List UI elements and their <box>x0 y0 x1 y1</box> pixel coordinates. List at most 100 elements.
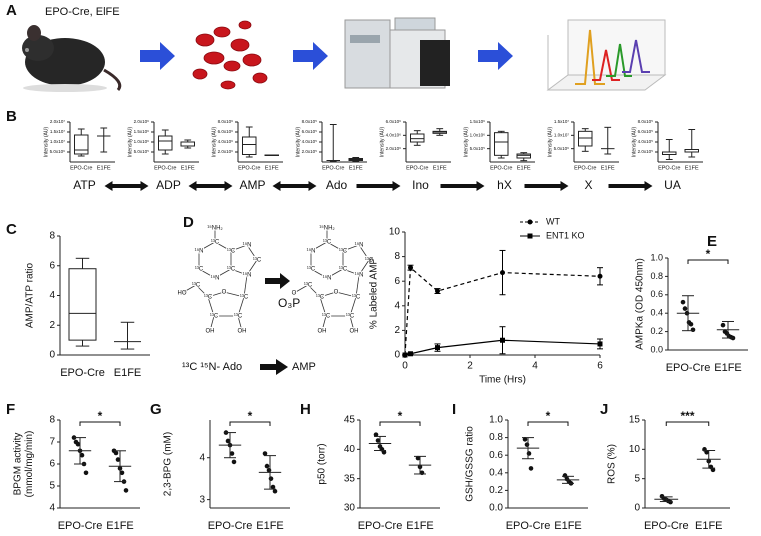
atom-label: O <box>292 291 297 297</box>
point <box>373 432 379 437</box>
blood-cells-image <box>192 20 268 90</box>
x-axis-label: Time (Hrs) <box>479 375 526 386</box>
point <box>500 270 505 276</box>
y-tick-label: 0 <box>394 350 400 361</box>
y-axis-label: Intensity (AU) <box>295 127 301 158</box>
significance-label: * <box>546 409 551 423</box>
metabolite-label: ADP <box>156 178 181 192</box>
significance-label: *** <box>680 409 694 423</box>
bond <box>230 244 248 252</box>
y-axis-label: (mmol/mg/min) <box>24 431 35 498</box>
bond <box>207 291 225 298</box>
point <box>115 457 121 462</box>
y-tick-label: 0.2 <box>650 326 663 336</box>
point <box>119 470 125 476</box>
box <box>410 133 425 143</box>
atom-label: ¹⁵N <box>243 242 252 249</box>
y-tick-label: 7 <box>49 437 55 448</box>
y-axis-label: Intensity (AU) <box>127 127 133 158</box>
point <box>381 449 387 455</box>
x-tick-label: E1FE <box>265 165 279 171</box>
point <box>597 341 603 347</box>
x-tick-label: E1FE <box>517 165 531 171</box>
reaction-arrow <box>265 273 290 289</box>
panel-label: E <box>707 233 717 250</box>
mouse-image <box>22 25 122 92</box>
point <box>83 470 89 476</box>
box <box>242 136 257 155</box>
bond <box>310 241 328 252</box>
y-tick-label: 6 <box>49 260 55 271</box>
y-tick-label: 1.0 <box>650 252 663 262</box>
point <box>225 438 231 444</box>
atom-label: ¹³C <box>316 295 325 301</box>
y-axis-label: ROS (%) <box>607 444 618 484</box>
y-tick-label: 6 <box>394 276 400 287</box>
y-tick-label: 2.0x10⁶ <box>218 149 234 154</box>
x-tick-label: EPO-Cre <box>506 520 551 532</box>
y-tick-label: 0.6 <box>650 289 663 299</box>
point <box>710 467 716 473</box>
point <box>415 455 421 461</box>
atom-label: ¹⁵N <box>195 248 204 255</box>
point <box>668 499 673 505</box>
point <box>690 327 696 333</box>
atom-label: ¹³C <box>253 258 262 264</box>
y-tick-label: 1.0x10⁶ <box>134 139 150 144</box>
y-tick-label: 0.4 <box>489 467 503 478</box>
atom-label: ¹³C <box>195 267 204 273</box>
point <box>113 450 119 456</box>
bond <box>223 291 245 298</box>
pathway-arrow <box>524 181 569 191</box>
y-tick-label: 0.8 <box>650 271 663 281</box>
y-tick-label: 1.5x10⁶ <box>470 119 486 124</box>
atom-label: ¹⁵N <box>211 275 220 282</box>
reactant-label: ¹³C ¹⁵N- Ado <box>182 361 242 373</box>
pathway-arrow <box>356 181 401 191</box>
panel-label: I <box>452 401 456 418</box>
x-tick-label: E1FE <box>256 520 284 532</box>
atom-label: ¹³C <box>227 267 236 273</box>
point <box>264 463 270 469</box>
point <box>688 321 694 327</box>
point <box>231 459 237 465</box>
bond <box>326 241 344 252</box>
point <box>272 488 278 494</box>
significance-label: * <box>98 409 103 423</box>
point <box>408 265 414 271</box>
atom-label: OH <box>350 329 359 335</box>
x-tick-label: E1FE <box>114 367 142 379</box>
point <box>268 476 274 481</box>
y-tick-label: 6 <box>49 459 55 470</box>
atom-label: OH <box>238 329 247 335</box>
bond <box>293 284 309 294</box>
pathway-arrow <box>608 181 653 191</box>
atom-label: ¹³C <box>346 314 355 320</box>
pathway-arrow <box>440 181 485 191</box>
y-tick-label: 8.0x10⁶ <box>218 119 234 124</box>
atom-label: ¹³C <box>227 249 236 255</box>
x-tick-label: 4 <box>532 361 538 372</box>
y-tick-label: 8 <box>49 231 55 242</box>
atom-label: O <box>334 290 339 296</box>
bond <box>319 296 327 317</box>
metabolite-label: Ino <box>412 178 429 192</box>
y-tick-label: 6.0x10⁵ <box>302 129 318 134</box>
y-tick-label: 0 <box>49 350 55 361</box>
point <box>75 441 81 447</box>
box <box>578 130 593 147</box>
y-tick-label: 6.0x10⁵ <box>638 129 654 134</box>
x-tick-label: EPO-Cre <box>208 520 253 532</box>
bond <box>335 291 357 298</box>
box <box>516 153 531 159</box>
x-tick-label: E1FE <box>106 520 134 532</box>
x-tick-label: EPO-Cre <box>658 165 680 171</box>
y-tick-label: 1.0x10⁷ <box>50 139 66 144</box>
bond <box>198 268 216 279</box>
significance-label: * <box>398 409 403 423</box>
atom-label: ¹⁵N <box>243 272 252 279</box>
bond <box>358 259 370 276</box>
metabolite-label: ATP <box>73 178 95 192</box>
